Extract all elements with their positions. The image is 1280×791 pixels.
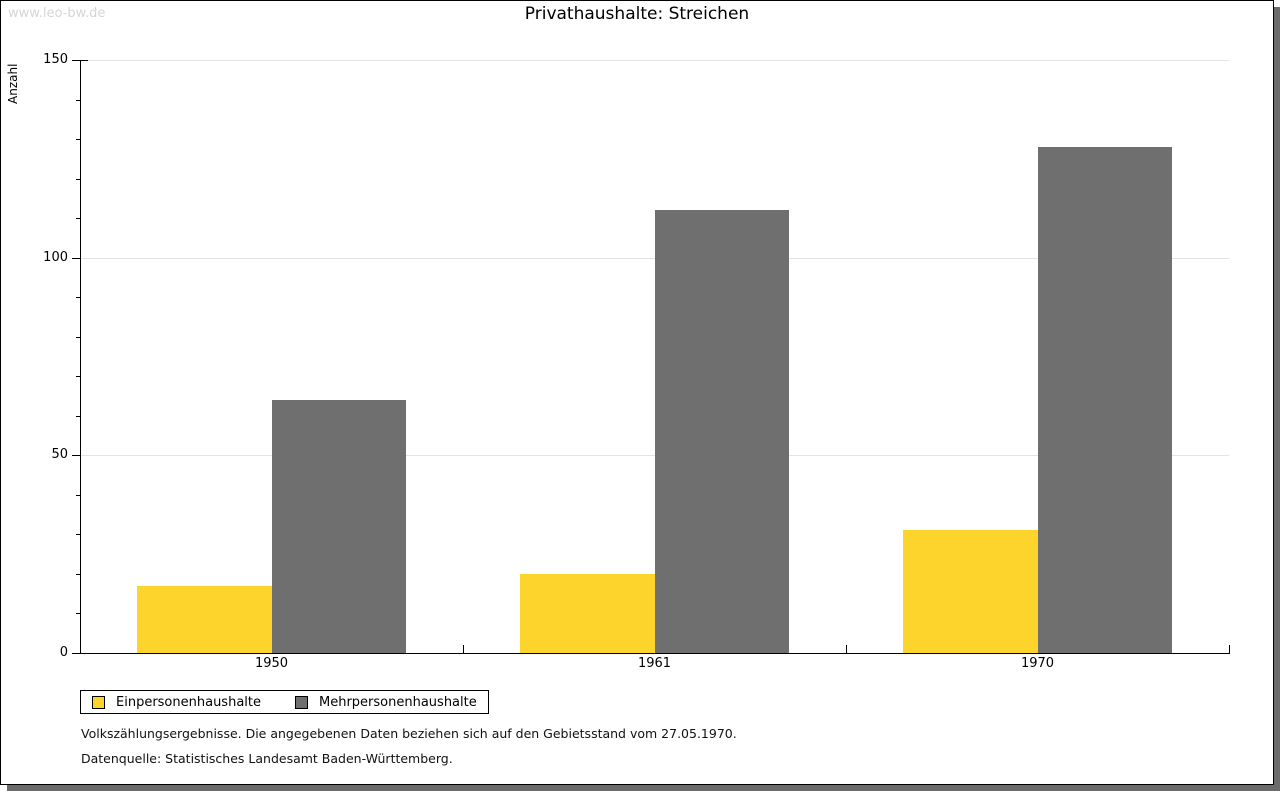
bar-einpersonenhaushalte-1961 xyxy=(520,573,655,653)
bar-einpersonenhaushalte-1970 xyxy=(903,530,1038,653)
x-axis-line xyxy=(80,653,1230,654)
legend-label: Mehrpersonenhaushalte xyxy=(319,694,477,710)
legend-swatch-yellow xyxy=(92,695,105,709)
sheet-shadow-bottom xyxy=(7,785,1280,791)
x-tick-label-1970: 1970 xyxy=(1020,656,1055,671)
y-minor-tick-10 xyxy=(76,613,80,615)
legend-label: Einpersonenhaushalte xyxy=(116,694,261,710)
sheet-shadow-right xyxy=(1274,7,1280,791)
watermark: www.leo-bw.de xyxy=(8,6,106,21)
legend: Einpersonenhaushalte Mehrpersonenhaushal… xyxy=(80,690,489,714)
bar-mehrpersonenhaushalte-1961 xyxy=(654,210,789,653)
y-minor-tick-30 xyxy=(76,534,80,536)
y-axis-line xyxy=(80,60,81,654)
chart-title: Privathaushalte: Streichen xyxy=(524,4,750,24)
y-tick-label-0: 0 xyxy=(59,645,68,660)
y-minor-tick-90 xyxy=(76,297,80,299)
x-tick-1 xyxy=(463,645,464,653)
gridline-150 xyxy=(80,60,1229,61)
y-minor-tick-70 xyxy=(76,376,80,378)
y-tick-label-150: 150 xyxy=(43,52,68,67)
bar-einpersonenhaushalte-1950 xyxy=(137,585,272,653)
y-minor-tick-80 xyxy=(76,336,80,338)
y-minor-tick-120 xyxy=(76,178,80,180)
x-tick-label-1950: 1950 xyxy=(254,656,289,671)
legend-item-mehrpersonenhaushalte: Mehrpersonenhaushalte xyxy=(295,695,477,710)
x-tick-label-1961: 1961 xyxy=(637,656,672,671)
y-major-tick-100 xyxy=(72,257,80,259)
y-major-tick-0 xyxy=(72,653,80,654)
y-axis-top-corner xyxy=(80,60,88,61)
bar-mehrpersonenhaushalte-1970 xyxy=(1037,146,1172,653)
y-minor-tick-140 xyxy=(76,99,80,101)
y-minor-tick-20 xyxy=(76,573,80,575)
y-major-tick-50 xyxy=(72,455,80,457)
bar-mehrpersonenhaushalte-1950 xyxy=(271,399,406,653)
y-tick-label-100: 100 xyxy=(43,249,68,265)
y-minor-tick-110 xyxy=(76,218,80,220)
y-minor-tick-130 xyxy=(76,139,80,141)
y-minor-tick-40 xyxy=(76,494,80,496)
y-minor-tick-60 xyxy=(76,415,80,417)
legend-item-einpersonenhaushalte: Einpersonenhaushalte xyxy=(92,695,261,710)
footnote-gebietsstand: Volkszählungsergebnisse. Die angegebenen… xyxy=(81,726,737,741)
footnote-datenquelle: Datenquelle: Statistisches Landesamt Bad… xyxy=(81,751,453,766)
y-major-tick-150 xyxy=(72,60,80,61)
legend-swatch-gray xyxy=(295,695,308,709)
x-tick-2 xyxy=(846,645,847,653)
x-tick-3 xyxy=(1229,645,1230,653)
y-tick-label-50: 50 xyxy=(51,447,68,463)
